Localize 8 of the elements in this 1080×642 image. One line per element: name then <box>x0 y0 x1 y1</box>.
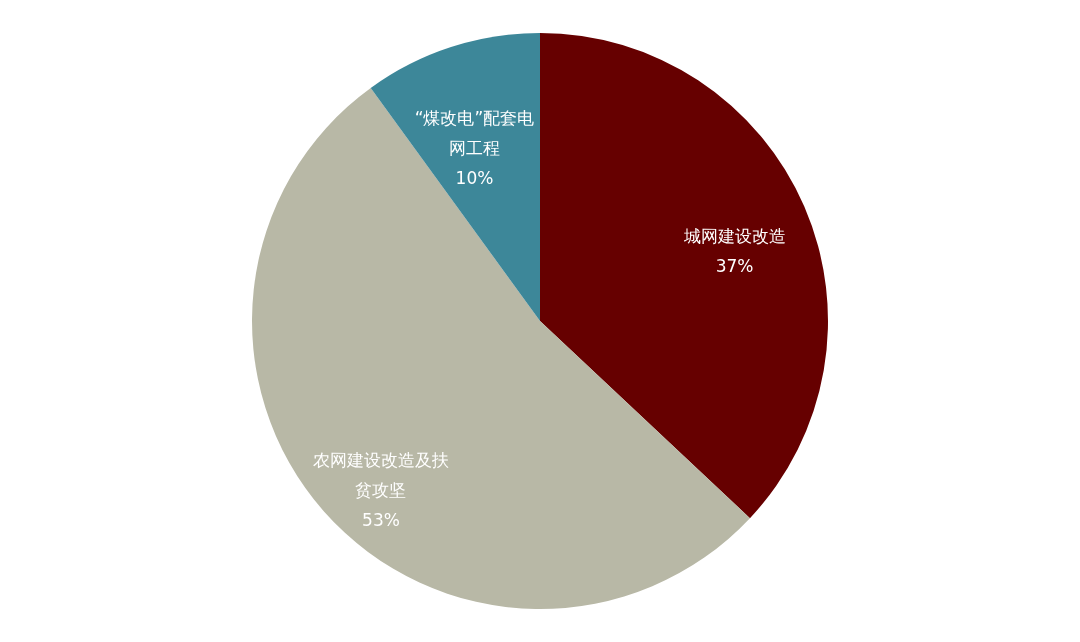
slice-label: 城网建设改造 <box>682 225 786 246</box>
slice-label: 农网建设改造及扶贫攻坚 <box>312 450 449 501</box>
data-label: 10% <box>455 168 494 189</box>
pie-slice <box>540 33 828 519</box>
pie-slice <box>370 33 540 321</box>
data-label: 53% <box>362 510 400 531</box>
slice-label: “煤改电”配套电网工程 <box>414 108 535 159</box>
data-label: 37% <box>715 255 754 276</box>
